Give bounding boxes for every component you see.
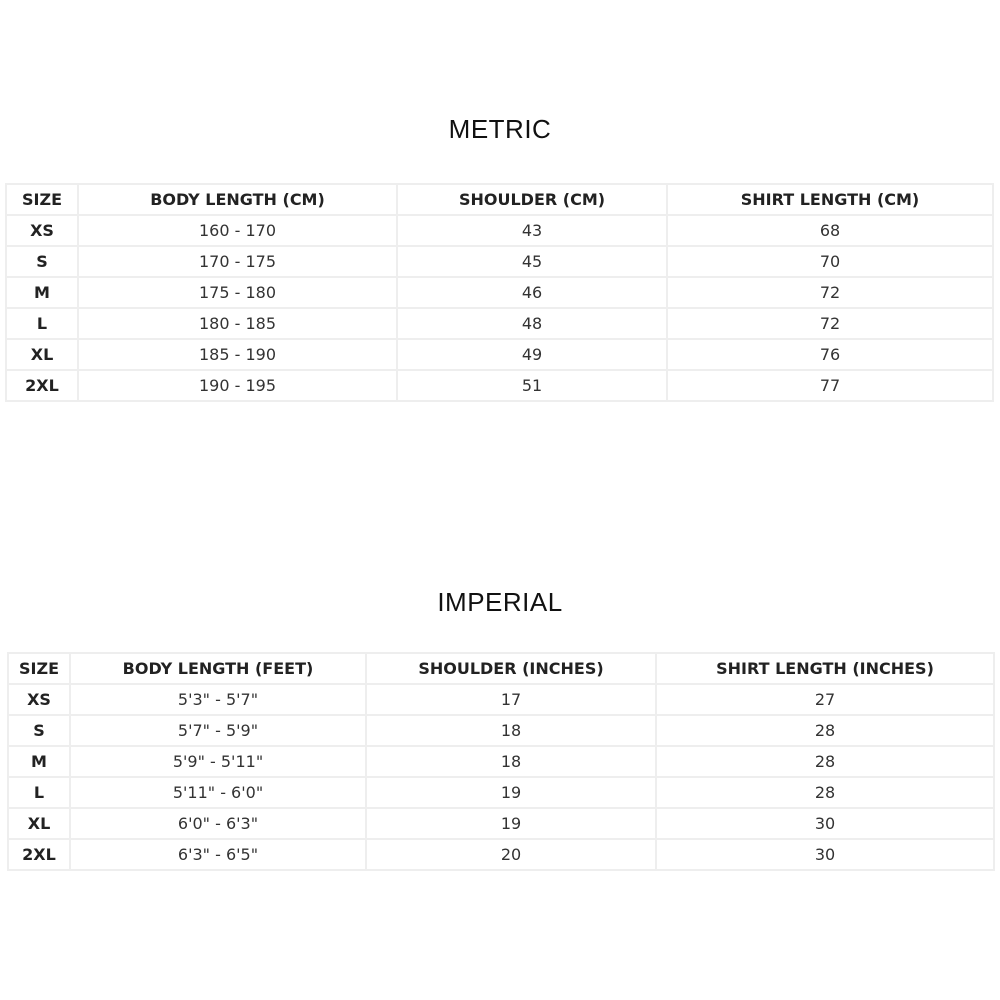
metric-title: METRIC [448,114,552,144]
table-row: S 5'7" - 5'9" 18 28 [7,714,995,747]
table-cell: 20 [365,838,657,871]
table-row: L 180 - 185 48 72 [5,307,994,340]
table-row: XL 6'0" - 6'3" 19 30 [7,807,995,840]
size-cell: 2XL [5,369,79,402]
imperial-size-table: SIZE BODY LENGTH (FEET) SHOULDER (INCHES) S… [7,652,995,871]
table-row: S 170 - 175 45 70 [5,245,994,278]
size-cell: L [5,307,79,340]
table-cell: 27 [655,683,995,716]
table-cell: 19 [365,776,657,809]
metric-size-table: SIZE BODY LENGTH (CM) SHOULDER (CM) SHIRT L… [5,183,994,402]
table-cell: 45 [396,245,668,278]
size-cell: 2XL [7,838,71,871]
table-cell: 6'0" - 6'3" [69,807,367,840]
table-cell: 76 [666,338,994,371]
table-cell: 175 - 180 [77,276,398,309]
table-row: M 175 - 180 46 72 [5,276,994,309]
size-cell: M [7,745,71,778]
column-header: SIZE [5,183,79,216]
table-cell: 77 [666,369,994,402]
table-cell: 49 [396,338,668,371]
table-row: XS 5'3" - 5'7" 17 27 [7,683,995,716]
size-cell: M [5,276,79,309]
table-cell: 70 [666,245,994,278]
table-cell: 5'11" - 6'0" [69,776,367,809]
table-row: M 5'9" - 5'11" 18 28 [7,745,995,778]
table-cell: 160 - 170 [77,214,398,247]
size-cell: XL [7,807,71,840]
table-cell: 51 [396,369,668,402]
imperial-title: IMPERIAL [437,587,563,617]
table-cell: 28 [655,745,995,778]
table-cell: 180 - 185 [77,307,398,340]
table-cell: 17 [365,683,657,716]
table-cell: 5'7" - 5'9" [69,714,367,747]
table-row: 2XL 6'3" - 6'5" 20 30 [7,838,995,871]
table-row: 2XL 190 - 195 51 77 [5,369,994,402]
table-row: L 5'11" - 6'0" 19 28 [7,776,995,809]
table-row: XS 160 - 170 43 68 [5,214,994,247]
column-header: SHIRT LENGTH (CM) [666,183,994,216]
table-cell: 46 [396,276,668,309]
size-cell: S [5,245,79,278]
table-cell: 30 [655,807,995,840]
size-cell: XS [5,214,79,247]
column-header: BODY LENGTH (CM) [77,183,398,216]
table-cell: 48 [396,307,668,340]
table-row: XL 185 - 190 49 76 [5,338,994,371]
table-cell: 68 [666,214,994,247]
table-cell: 72 [666,307,994,340]
size-cell: XL [5,338,79,371]
table-cell: 170 - 175 [77,245,398,278]
table-cell: 72 [666,276,994,309]
table-cell: 18 [365,714,657,747]
table-cell: 28 [655,776,995,809]
table-cell: 185 - 190 [77,338,398,371]
table-cell: 190 - 195 [77,369,398,402]
column-header: SHOULDER (INCHES) [365,652,657,685]
size-cell: L [7,776,71,809]
table-cell: 6'3" - 6'5" [69,838,367,871]
column-header: BODY LENGTH (FEET) [69,652,367,685]
table-cell: 30 [655,838,995,871]
table-cell: 18 [365,745,657,778]
size-cell: XS [7,683,71,716]
table-cell: 19 [365,807,657,840]
column-header: SHOULDER (CM) [396,183,668,216]
column-header: SHIRT LENGTH (INCHES) [655,652,995,685]
table-cell: 28 [655,714,995,747]
header-row: SIZE BODY LENGTH (CM) SHOULDER (CM) SHIRT L… [5,183,994,216]
table-cell: 43 [396,214,668,247]
header-row: SIZE BODY LENGTH (FEET) SHOULDER (INCHES) S… [7,652,995,685]
column-header: SIZE [7,652,71,685]
size-cell: S [7,714,71,747]
table-cell: 5'9" - 5'11" [69,745,367,778]
table-cell: 5'3" - 5'7" [69,683,367,716]
